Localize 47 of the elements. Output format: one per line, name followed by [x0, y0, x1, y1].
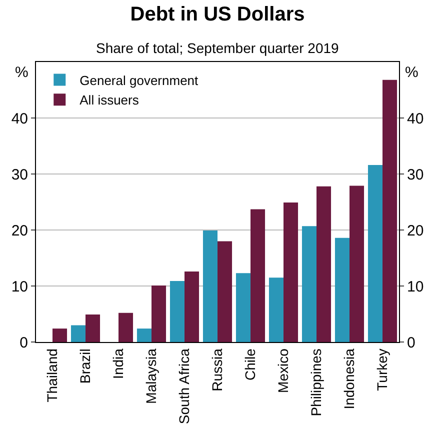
bar: [284, 202, 298, 342]
bar: [170, 280, 184, 342]
x-tick-label: Mexico: [275, 348, 292, 393]
bar: [350, 186, 364, 342]
y-tick-label: 30: [11, 166, 28, 184]
y2-tick-label: 40: [407, 110, 424, 128]
bar: [52, 328, 68, 342]
y2-axis-title: %: [405, 64, 418, 81]
bar: [152, 285, 166, 342]
y-tick-label: 0: [20, 334, 28, 352]
bar: [382, 80, 398, 342]
bar: [136, 328, 152, 342]
bar: [86, 314, 100, 342]
bar: [250, 209, 266, 342]
bar: [236, 273, 250, 342]
bar: [268, 278, 284, 342]
legend-label: All issuers: [80, 92, 140, 108]
x-tick-label: Philippines: [308, 348, 324, 416]
bar: [368, 165, 382, 342]
x-tick-label: South Africa: [176, 348, 192, 424]
y-tick-label: 40: [11, 110, 28, 128]
legend-label: General government: [80, 72, 199, 88]
x-tick-label: Brazil: [77, 348, 94, 384]
x-tick-label: Thailand: [44, 348, 60, 402]
bar: [118, 312, 134, 342]
chart-title: Debt in US Dollars: [130, 3, 305, 26]
y2-tick-label: 10: [407, 278, 424, 296]
bar: [316, 186, 332, 342]
x-tick-label: Indonesia: [341, 348, 358, 410]
x-tick-label: India: [110, 348, 126, 379]
y2-tick-label: 0: [407, 334, 416, 352]
x-tick-label: Malaysia: [143, 348, 160, 404]
bar: [202, 230, 218, 342]
x-tick-label: Chile: [242, 348, 258, 381]
y2-tick-label: 30: [407, 166, 424, 184]
bar: [218, 241, 232, 342]
y-axis-title: %: [15, 64, 28, 81]
bar: [302, 226, 316, 342]
bar: [184, 271, 200, 342]
y2-tick-label: 20: [407, 222, 424, 240]
y-tick-label: 10: [11, 278, 28, 296]
y-tick-label: 20: [11, 222, 28, 240]
x-tick-label: Turkey: [374, 348, 390, 391]
bar: [70, 325, 86, 342]
x-tick-label: Russia: [209, 348, 226, 392]
chart-subtitle: Share of total; September quarter 2019: [96, 40, 340, 56]
bar: [334, 238, 350, 342]
